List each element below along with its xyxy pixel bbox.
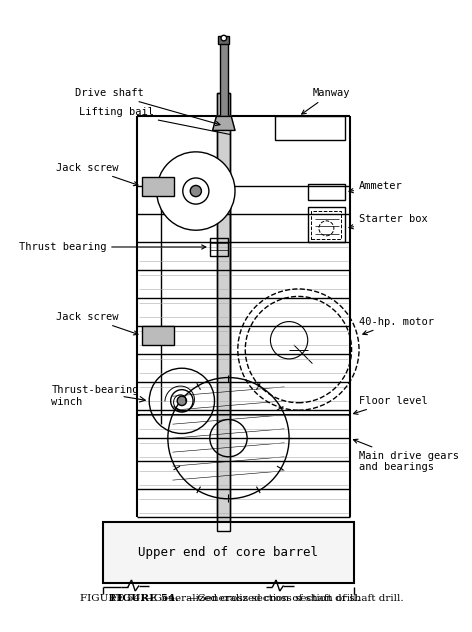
Text: Ammeter: Ammeter [349, 181, 403, 193]
Bar [102, 522, 354, 583]
Text: Jack screw: Jack screw [56, 312, 138, 335]
Bar [218, 36, 229, 44]
Bar [142, 177, 174, 196]
Bar [142, 326, 174, 345]
Bar [210, 238, 228, 257]
Text: FIGURE 54.: FIGURE 54. [110, 594, 179, 603]
Text: FIGURE 54.—Generalized cross section of shaft drill.: FIGURE 54.—Generalized cross section of … [80, 594, 360, 603]
Text: Manway: Manway [302, 88, 350, 114]
Bar [217, 93, 230, 532]
Text: Thrust-bearing
winch: Thrust-bearing winch [51, 386, 139, 407]
Circle shape [157, 152, 235, 230]
Polygon shape [212, 116, 235, 130]
Bar [217, 93, 230, 532]
Text: Jack screw: Jack screw [56, 162, 138, 186]
Text: Drive shaft: Drive shaft [75, 88, 220, 126]
Circle shape [190, 185, 202, 197]
Bar [275, 116, 345, 140]
Bar [312, 210, 341, 239]
Bar [308, 207, 345, 242]
Text: Floor level: Floor level [354, 396, 428, 415]
Text: Main drive gears
and bearings: Main drive gears and bearings [354, 439, 459, 472]
Circle shape [221, 35, 227, 41]
Text: Thrust bearing: Thrust bearing [19, 242, 206, 252]
Circle shape [177, 396, 186, 406]
Bar [220, 37, 228, 116]
Text: Upper end of core barrel: Upper end of core barrel [138, 546, 319, 559]
Text: 40-hp. motor: 40-hp. motor [359, 317, 434, 335]
Bar [308, 183, 345, 200]
Text: Starter box: Starter box [349, 214, 428, 229]
Text: —Generalized cross section of shaft drill.: —Generalized cross section of shaft dril… [186, 594, 403, 603]
Text: Lifting bail: Lifting bail [79, 107, 230, 135]
